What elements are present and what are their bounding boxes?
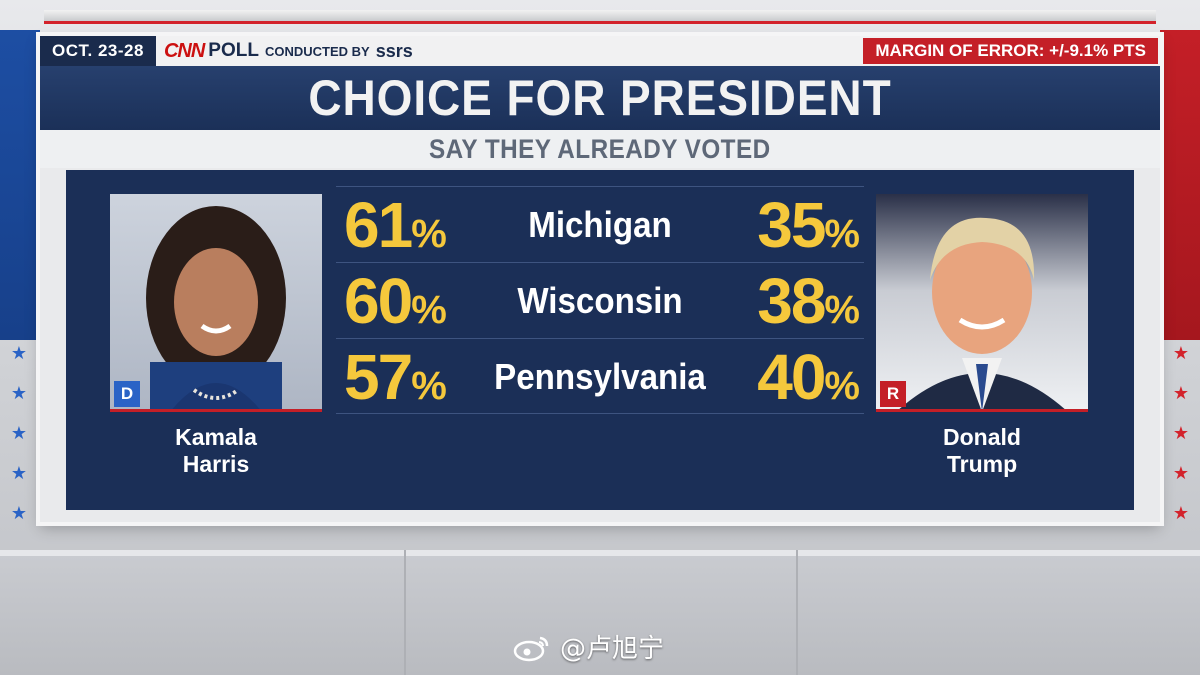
poll-dates: OCT. 23-28	[40, 36, 156, 66]
poll-graphic: OCT. 23-28 CNN POLL CONDUCTED BY ssrs MA…	[40, 36, 1160, 522]
weibo-logo-icon	[513, 636, 549, 661]
trump-photo: R	[876, 194, 1088, 412]
last-name: Harris	[182, 451, 250, 477]
cnn-logo: CNN	[163, 39, 205, 62]
party-badge-r: R	[880, 381, 906, 407]
results-table: 61% Michigan 35% 60% Wisconsin 38% 57% Pennsylv…	[336, 186, 864, 414]
state-label: Pennsylvania	[494, 356, 706, 397]
floor-seam	[404, 550, 406, 675]
blue-wall-panel	[0, 30, 40, 340]
percent-value: 57	[344, 341, 413, 413]
harris-name: Kamala Harris	[110, 424, 322, 478]
results-panel: D Kamala Harris 61% Michigan 35% 60% Wiscons…	[66, 170, 1134, 510]
first-name: Kamala	[175, 424, 257, 450]
percent-sign: %	[824, 364, 860, 408]
conducted-by-label: CONDUCTED BY	[264, 43, 370, 59]
trump-percent: 38%	[757, 267, 860, 344]
studio-floor	[0, 550, 1200, 675]
result-row: 57% Pennsylvania 40%	[336, 338, 864, 414]
poll-info-bar: OCT. 23-28 CNN POLL CONDUCTED BY ssrs MA…	[40, 36, 1160, 66]
star-icon: ★	[1172, 343, 1190, 364]
star-icon: ★	[10, 503, 28, 524]
floor-seam	[796, 550, 798, 675]
star-icon: ★	[1172, 503, 1190, 524]
percent-value: 40	[757, 341, 826, 413]
title-bar: CHOICE FOR PRESIDENT	[40, 66, 1160, 130]
pollster-logo: ssrs	[375, 40, 413, 61]
result-row: 60% Wisconsin 38%	[336, 262, 864, 338]
subtitle-bar: SAY THEY ALREADY VOTED	[40, 130, 1160, 168]
star-icon: ★	[10, 383, 28, 404]
red-wall-panel	[1160, 30, 1200, 340]
party-badge-d: D	[114, 381, 140, 407]
percent-value: 38	[757, 265, 826, 337]
harris-percent: 60%	[344, 267, 447, 344]
last-name: Trump	[946, 451, 1018, 477]
chart-title: CHOICE FOR PRESIDENT	[308, 70, 892, 126]
left-stars: ★ ★ ★ ★ ★	[4, 345, 34, 523]
harris-percent: 57%	[344, 343, 447, 420]
trump-percent: 40%	[757, 343, 860, 420]
star-icon: ★	[10, 423, 28, 444]
star-icon: ★	[1172, 383, 1190, 404]
portrait-illustration	[899, 217, 1065, 409]
state-label: Wisconsin	[517, 280, 683, 321]
first-name: Donald	[943, 424, 1021, 450]
percent-sign: %	[411, 364, 447, 408]
percent-value: 61	[344, 189, 413, 261]
poll-label: POLL	[208, 40, 259, 61]
harris-photo: D	[110, 194, 322, 412]
weibo-watermark: @卢旭宁	[512, 628, 664, 665]
star-icon: ★	[1172, 423, 1190, 444]
percent-sign: %	[824, 212, 860, 256]
top-rail	[44, 10, 1156, 24]
star-icon: ★	[10, 463, 28, 484]
percent-sign: %	[411, 212, 447, 256]
star-icon: ★	[1172, 463, 1190, 484]
percent-value: 35	[757, 189, 826, 261]
percent-sign: %	[824, 288, 860, 332]
chart-subtitle: SAY THEY ALREADY VOTED	[429, 133, 771, 164]
harris-percent: 61%	[344, 191, 447, 268]
trump-name: Donald Trump	[876, 424, 1088, 478]
margin-of-error: MARGIN OF ERROR: +/-9.1% PTS	[863, 38, 1158, 64]
trump-percent: 35%	[757, 191, 860, 268]
result-row: 61% Michigan 35%	[336, 186, 864, 262]
star-icon: ★	[10, 343, 28, 364]
percent-value: 60	[344, 265, 413, 337]
portrait-illustration	[146, 206, 286, 409]
watermark-handle: @卢旭宁	[560, 634, 665, 664]
percent-sign: %	[411, 288, 447, 332]
state-label: Michigan	[528, 204, 672, 245]
right-stars: ★ ★ ★ ★ ★	[1166, 345, 1196, 523]
